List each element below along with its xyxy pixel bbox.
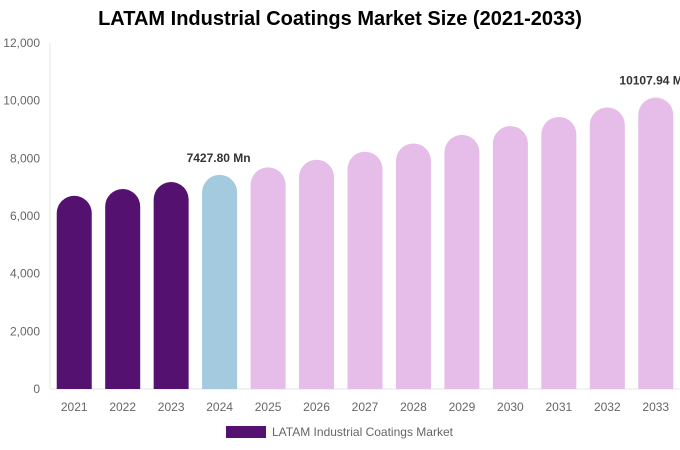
bar-2027: [347, 151, 383, 389]
bar-2021: [56, 195, 92, 389]
x-tick-label: 2025: [255, 400, 282, 414]
y-tick-label: 4,000: [10, 267, 40, 281]
x-tick-label: 2023: [158, 400, 185, 414]
x-tick-label: 2029: [449, 400, 476, 414]
legend: LATAM Industrial Coatings Market: [226, 425, 453, 439]
bar-2022: [105, 188, 141, 389]
x-tick-label: 2032: [594, 400, 621, 414]
x-tick-label: 2033: [642, 400, 669, 414]
x-tick-label: 2027: [352, 400, 379, 414]
bar-2033: [638, 97, 674, 389]
chart-title: LATAM Industrial Coatings Market Size (2…: [98, 8, 582, 30]
y-tick-label: 8,000: [10, 151, 40, 165]
x-tick-label: 2022: [109, 400, 136, 414]
x-tick-label: 2026: [303, 400, 330, 414]
y-tick-label: 10,000: [3, 94, 40, 108]
bar-2029: [444, 134, 480, 389]
x-tick-label: 2031: [545, 400, 572, 414]
data-label: 7427.80 Mn: [187, 151, 251, 165]
y-tick-label: 0: [33, 382, 40, 396]
bar-2030: [492, 126, 528, 389]
bar-2024: [202, 174, 238, 389]
legend-label: LATAM Industrial Coatings Market: [272, 425, 453, 439]
y-tick-label: 12,000: [3, 36, 40, 50]
bar-2032: [589, 107, 625, 389]
y-tick-label: 6,000: [10, 209, 40, 223]
bar-2028: [395, 143, 431, 389]
legend-swatch: [226, 426, 266, 438]
bar-2031: [541, 116, 577, 390]
x-tick-label: 2024: [206, 400, 233, 414]
bar-2023: [153, 182, 189, 389]
x-tick-label: 2030: [497, 400, 524, 414]
bar-2025: [250, 167, 286, 389]
bar-2026: [299, 159, 335, 389]
x-tick-label: 2021: [61, 400, 88, 414]
data-label: 10107.94 Mn: [619, 74, 680, 88]
x-tick-label: 2028: [400, 400, 427, 414]
y-tick-label: 2,000: [10, 324, 40, 338]
